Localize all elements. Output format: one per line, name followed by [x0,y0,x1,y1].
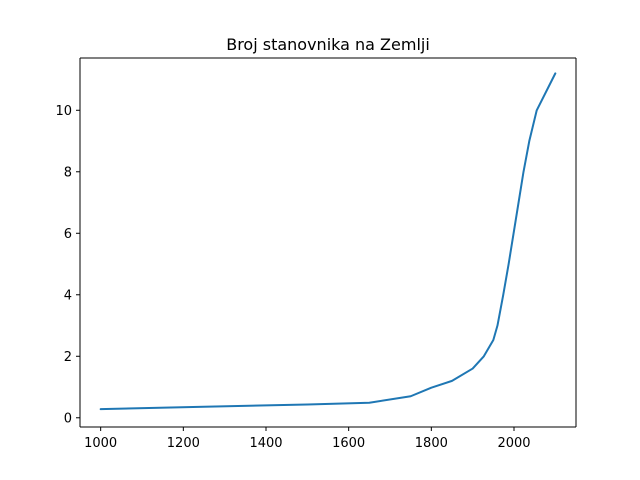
x-tick-label-1200: 1200 [167,436,200,451]
x-tick-label-1400: 1400 [249,436,282,451]
y-tick-label-4: 4 [64,288,72,303]
plot-area: 1000 1200 1400 1600 1800 2000 0 2 4 6 8 10 [55,57,577,451]
chart-title: Broj stanovnika na Zemlji [226,35,430,54]
x-tick-label-1800: 1800 [415,436,448,451]
y-tick-label-8: 8 [64,165,72,180]
x-tick-label-2000: 2000 [497,436,530,451]
y-tick-label-2: 2 [64,350,72,365]
series-line-0 [99,72,557,411]
y-tick-label-10: 10 [55,104,72,119]
x-tick-label-1000: 1000 [84,436,117,451]
y-tick-label-6: 6 [64,227,72,242]
y-tick-label-0: 0 [64,411,72,426]
x-tick-label-1600: 1600 [332,436,365,451]
